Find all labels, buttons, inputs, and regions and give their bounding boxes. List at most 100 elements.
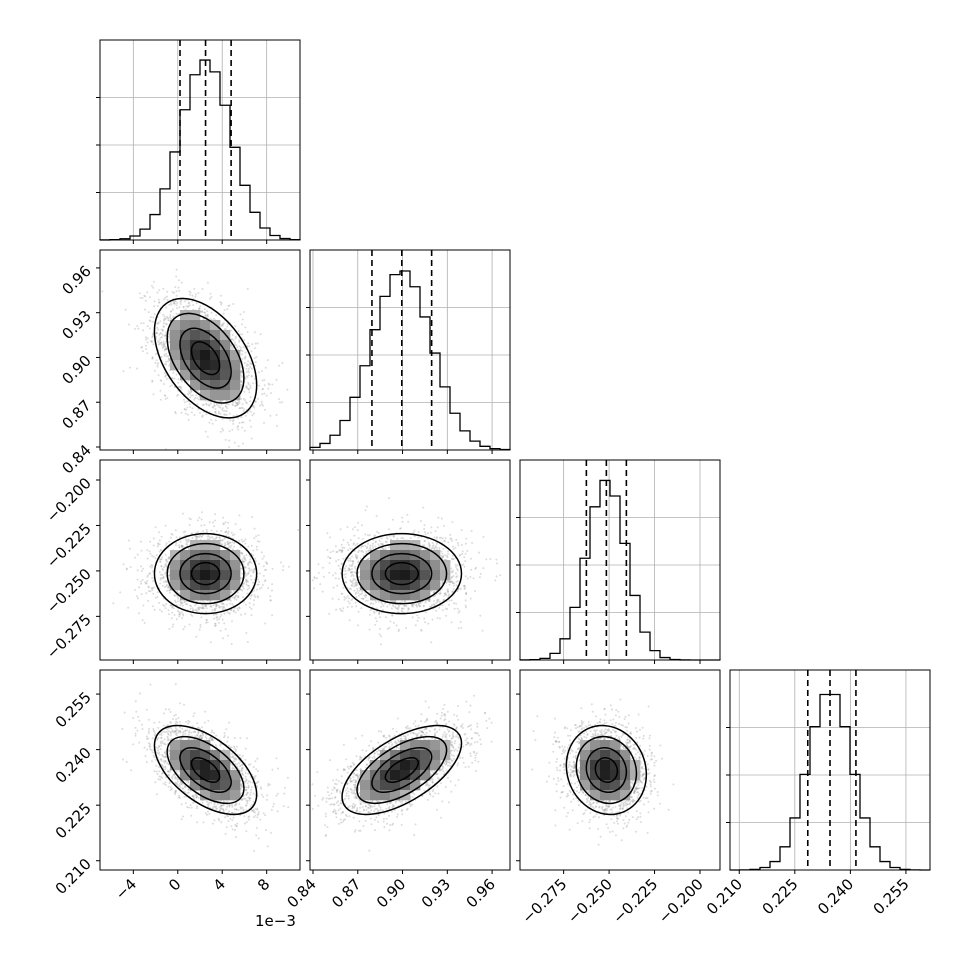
sample-point (162, 318, 165, 321)
sample-point (165, 348, 168, 351)
density-cell (200, 360, 211, 371)
sample-point (204, 314, 207, 317)
sample-point (242, 556, 245, 559)
sample-point (164, 394, 167, 397)
sample-point (202, 600, 205, 602)
sample-point (245, 401, 248, 404)
sample-point (264, 366, 267, 369)
sample-point (145, 336, 147, 339)
sample-point (226, 308, 229, 311)
sample-point (141, 297, 144, 300)
sample-point (243, 557, 246, 559)
sample-point (195, 302, 198, 305)
sample-point (249, 400, 252, 403)
sample-point (204, 430, 207, 433)
sample-point (258, 572, 261, 575)
sample-point (259, 404, 262, 407)
sample-point (247, 567, 250, 570)
sample-point (466, 549, 469, 552)
sample-point (249, 366, 252, 369)
sample-point (223, 413, 226, 416)
sample-point (219, 629, 222, 632)
sample-point (205, 619, 208, 621)
sample-point (244, 376, 247, 379)
sample-point (447, 550, 449, 553)
sample-point (186, 541, 189, 544)
sample-point (166, 560, 169, 563)
sample-point (222, 322, 225, 325)
sample-point (268, 383, 271, 386)
sample-point (144, 295, 147, 298)
sample-point (206, 315, 209, 318)
sample-point (215, 412, 217, 415)
sample-point (374, 545, 377, 548)
sample-point (198, 628, 201, 631)
sample-point (233, 596, 236, 599)
sample-point (232, 348, 235, 351)
sample-point (144, 308, 146, 311)
sample-point (249, 597, 252, 600)
sample-point (192, 453, 194, 455)
sample-point (186, 413, 189, 416)
sample-point (460, 543, 463, 546)
sample-point (171, 377, 174, 380)
sample-point (355, 584, 357, 587)
sample-point (447, 580, 450, 583)
sample-point (158, 587, 161, 590)
sample-point (226, 323, 229, 326)
sample-point (230, 329, 232, 332)
density-cell (190, 340, 201, 351)
sample-point (156, 363, 159, 366)
sample-point (219, 430, 222, 433)
sample-point (280, 561, 282, 564)
sample-point (348, 619, 351, 622)
sample-point (241, 572, 244, 575)
sample-point (251, 516, 254, 518)
sample-point (148, 327, 151, 330)
sample-point (220, 613, 223, 616)
sample-point (196, 403, 199, 406)
sample-point (240, 613, 242, 616)
sample-point (228, 430, 231, 433)
sample-point (163, 343, 165, 346)
sample-point (241, 540, 244, 543)
sample-point (139, 296, 142, 299)
sample-point (160, 379, 163, 382)
sample-point (170, 310, 173, 313)
sample-point (234, 404, 237, 407)
sample-point (433, 548, 436, 551)
sample-point (240, 384, 243, 387)
sample-point (158, 312, 161, 314)
sample-point (140, 565, 143, 568)
sample-point (454, 563, 457, 566)
sample-point (193, 398, 196, 401)
sample-point (244, 399, 246, 402)
sample-point (244, 326, 247, 329)
sample-point (237, 445, 240, 448)
sample-point (213, 617, 216, 620)
sample-point (140, 346, 143, 349)
sample-point (255, 545, 258, 548)
sample-point (248, 419, 251, 422)
sample-point (178, 289, 181, 292)
sample-point (252, 412, 255, 415)
sample-point (202, 403, 205, 406)
sample-point (201, 288, 204, 290)
sample-point (157, 543, 160, 546)
sample-point (242, 421, 245, 424)
sample-point (194, 295, 197, 298)
sample-point (217, 404, 220, 407)
sample-point (171, 316, 174, 319)
sample-point (168, 573, 171, 576)
sample-point (186, 400, 189, 403)
sample-point (238, 340, 241, 343)
sample-point (232, 609, 235, 612)
sample-point (165, 542, 168, 545)
sample-point (158, 608, 161, 611)
sample-point (253, 599, 255, 602)
scatter-panel-2-1 (306, 459, 511, 664)
sample-point (249, 560, 251, 563)
density-cell (200, 320, 211, 331)
sample-point (180, 388, 183, 391)
